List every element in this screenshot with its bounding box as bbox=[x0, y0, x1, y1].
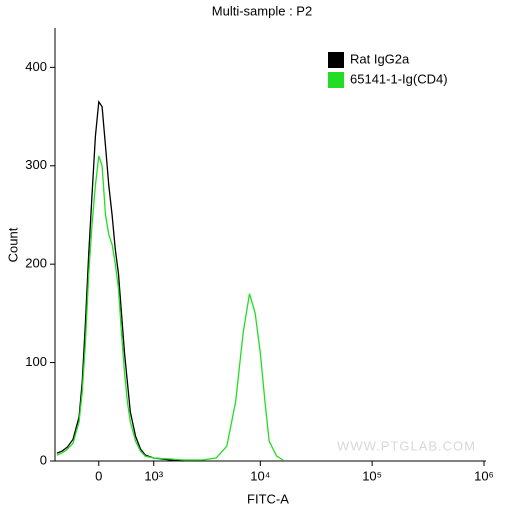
y-tick-label: 300 bbox=[25, 157, 47, 172]
x-tick-label: 10⁴ bbox=[250, 468, 270, 483]
legend-swatch bbox=[328, 52, 344, 68]
x-axis-label: FITC-A bbox=[247, 491, 289, 506]
histogram-line bbox=[56, 99, 184, 462]
y-tick-label: 0 bbox=[40, 452, 47, 467]
y-tick-label: 400 bbox=[25, 59, 47, 74]
watermark: WWW.PTGLAB.COM bbox=[337, 438, 476, 453]
x-tick-label: 10³ bbox=[144, 468, 163, 483]
legend-label: Rat IgG2a bbox=[350, 51, 410, 66]
legend-label: 65141-1-Ig(CD4) bbox=[350, 71, 448, 86]
legend-swatch bbox=[328, 72, 344, 88]
chart-title: Multi-sample : P2 bbox=[212, 3, 312, 18]
y-axis-label: Count bbox=[5, 227, 20, 262]
y-tick-label: 200 bbox=[25, 256, 47, 271]
x-tick-label: 0 bbox=[95, 468, 102, 483]
x-tick-label: 10⁶ bbox=[474, 468, 494, 483]
x-tick-label: 10⁵ bbox=[362, 468, 382, 483]
y-tick-label: 100 bbox=[25, 354, 47, 369]
histogram-line bbox=[56, 155, 284, 461]
